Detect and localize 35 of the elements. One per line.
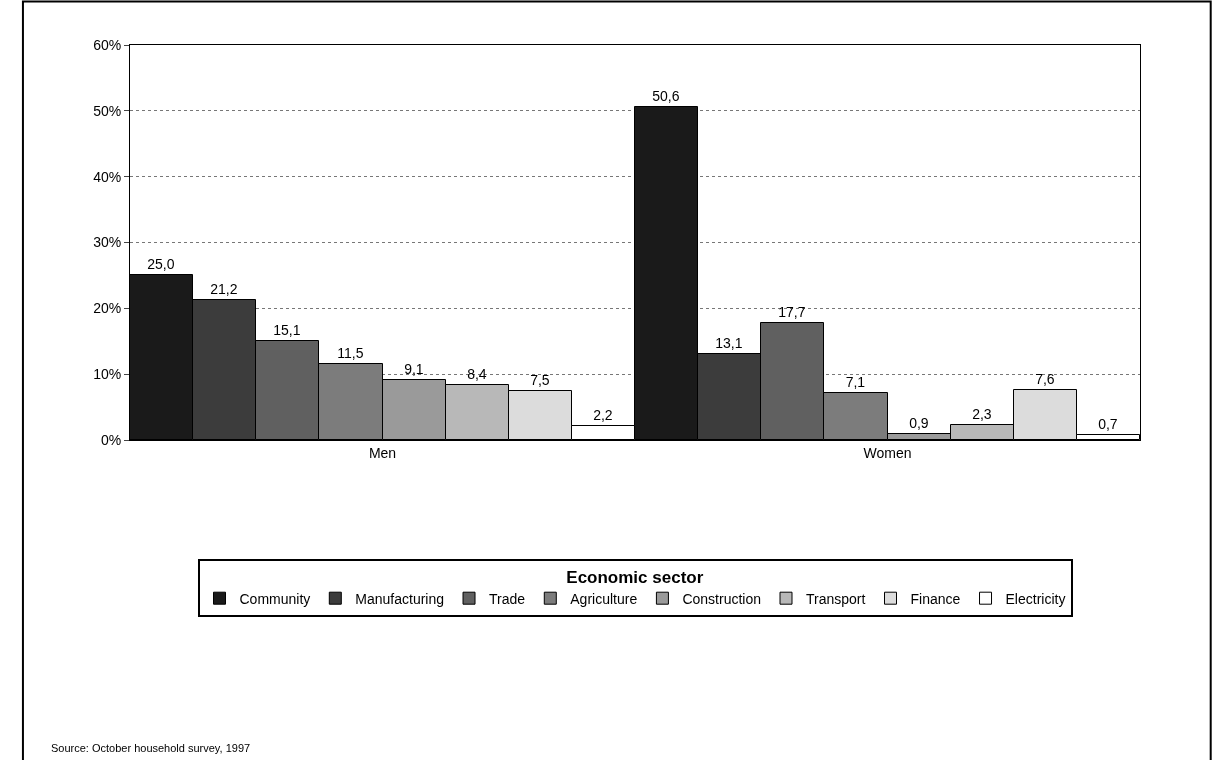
y-tick-label: 50% xyxy=(93,102,122,119)
y-tick-label: 60% xyxy=(93,36,122,53)
y-tick-label: 20% xyxy=(93,300,122,317)
data-label: 2,2 xyxy=(593,406,613,423)
data-label: 8,4 xyxy=(467,365,487,382)
y-tick-label: 10% xyxy=(93,366,122,383)
x-tick-label: Men xyxy=(368,444,397,461)
data-label: 15,1 xyxy=(273,321,301,338)
x-tick-label: Women xyxy=(863,444,912,461)
data-label: 2,3 xyxy=(972,405,992,422)
data-label: 13,1 xyxy=(715,334,743,351)
legend-label: Community xyxy=(239,590,311,607)
data-label: 11,5 xyxy=(337,344,364,361)
y-tick-label: 30% xyxy=(93,234,122,251)
legend-label: Electricity xyxy=(1005,590,1066,607)
legend-label: Construction xyxy=(682,590,762,607)
legend-label: Trade xyxy=(489,590,526,607)
legend-title: Economic sector xyxy=(566,567,704,587)
source-note: Source: October household survey, 1997 xyxy=(51,742,251,754)
data-label: 7,1 xyxy=(845,373,866,390)
data-label: 7,6 xyxy=(1035,370,1055,387)
y-tick-label: 0% xyxy=(100,431,122,448)
legend-label: Manufacturing xyxy=(355,590,445,607)
data-label: 17,7 xyxy=(778,303,806,320)
data-label: 7,5 xyxy=(530,371,550,388)
data-label: 9,1 xyxy=(404,360,424,377)
data-label: 25,0 xyxy=(147,255,175,272)
data-label: 21,2 xyxy=(210,280,238,297)
data-label: 50,6 xyxy=(652,87,680,104)
data-label: 0,9 xyxy=(909,414,929,431)
y-tick-label: 40% xyxy=(93,168,122,185)
legend-label: Agriculture xyxy=(570,590,638,607)
data-label: 0,7 xyxy=(1098,415,1118,432)
legend-label: Transport xyxy=(806,590,866,607)
legend-label: Finance xyxy=(910,590,961,607)
